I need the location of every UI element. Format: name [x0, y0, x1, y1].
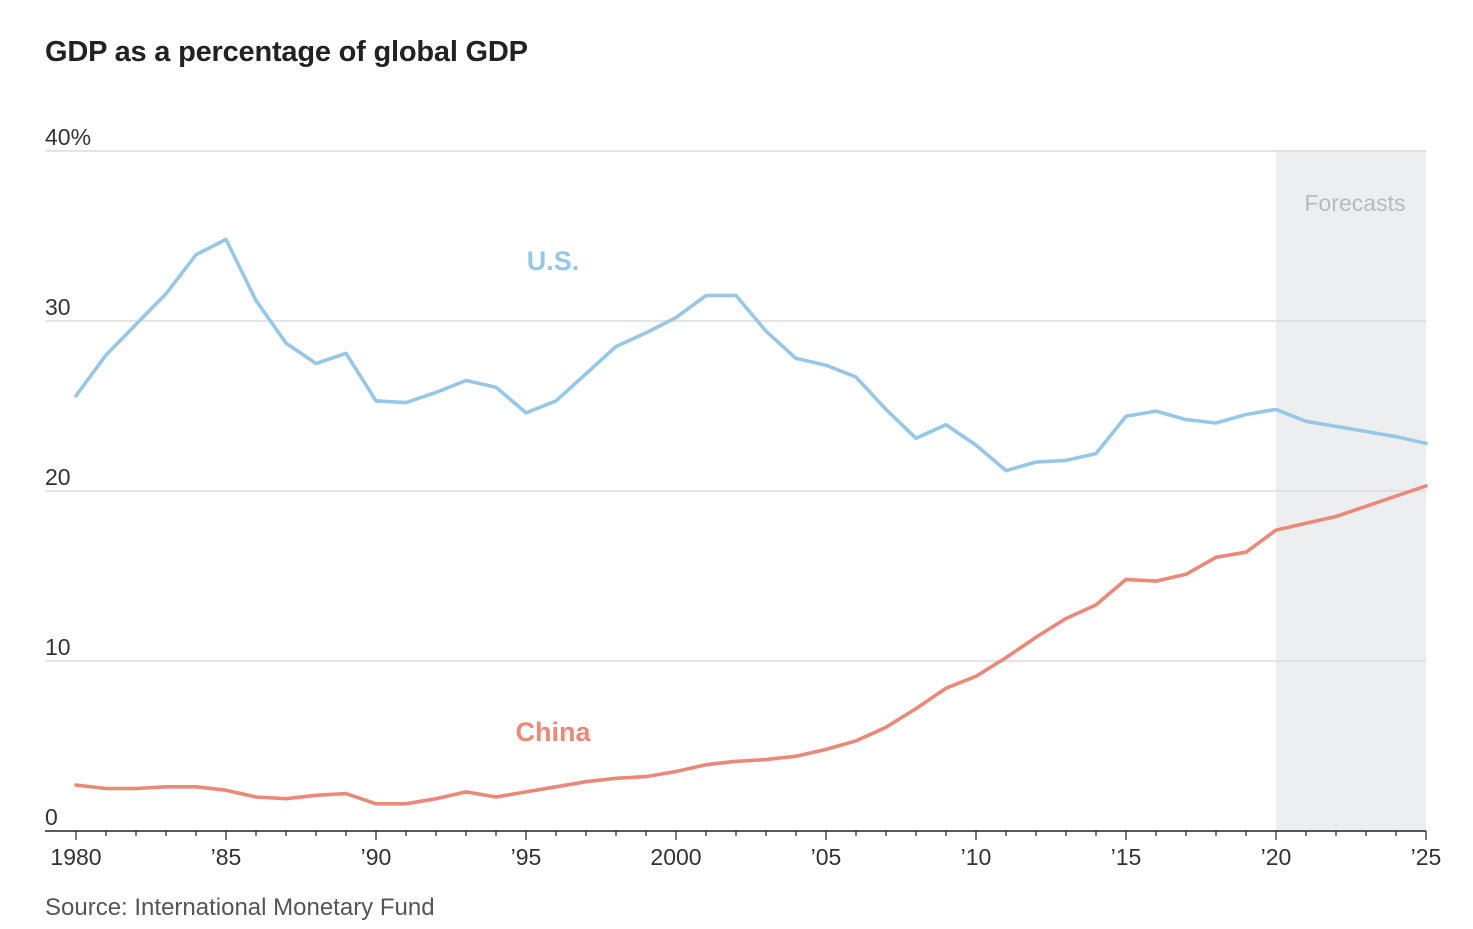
series-line-u-s	[74, 237, 1428, 473]
x-tick-label: ’15	[1111, 844, 1142, 870]
series-labels: U.S. China	[515, 246, 591, 747]
x-tick-label: ’25	[1411, 844, 1442, 870]
x-tick-label: ’85	[211, 844, 242, 870]
x-axis: 1980 ’85 ’90 ’95 2000 ’05 ’10 ’15 ’20 ’25	[45, 830, 1442, 870]
x-tick-label: 1980	[50, 844, 101, 870]
x-tick-label: ’10	[961, 844, 992, 870]
series-label-u-s: U.S.	[527, 246, 580, 276]
series-line-china	[74, 484, 1428, 806]
y-tick-label: 20	[45, 464, 71, 490]
x-tick-label: ’95	[511, 844, 542, 870]
x-tick-label: ’90	[361, 844, 392, 870]
y-tick-label: 40%	[45, 124, 91, 150]
forecast-label: Forecasts	[1305, 190, 1406, 216]
y-tick-label: 10	[45, 634, 71, 660]
gridlines	[45, 150, 1426, 662]
x-tick-label: ’20	[1261, 844, 1292, 870]
series-lines	[74, 237, 1428, 806]
x-tick-label: ’05	[811, 844, 842, 870]
chart-title: GDP as a percentage of global GDP	[45, 36, 528, 68]
source-note: Source: International Monetary Fund	[45, 894, 435, 921]
series-label-china: China	[515, 717, 591, 747]
y-tick-label: 0	[45, 804, 58, 830]
y-tick-label: 30	[45, 294, 71, 320]
y-axis: 0 10 20 30 40%	[45, 124, 91, 830]
x-tick-label: 2000	[650, 844, 701, 870]
